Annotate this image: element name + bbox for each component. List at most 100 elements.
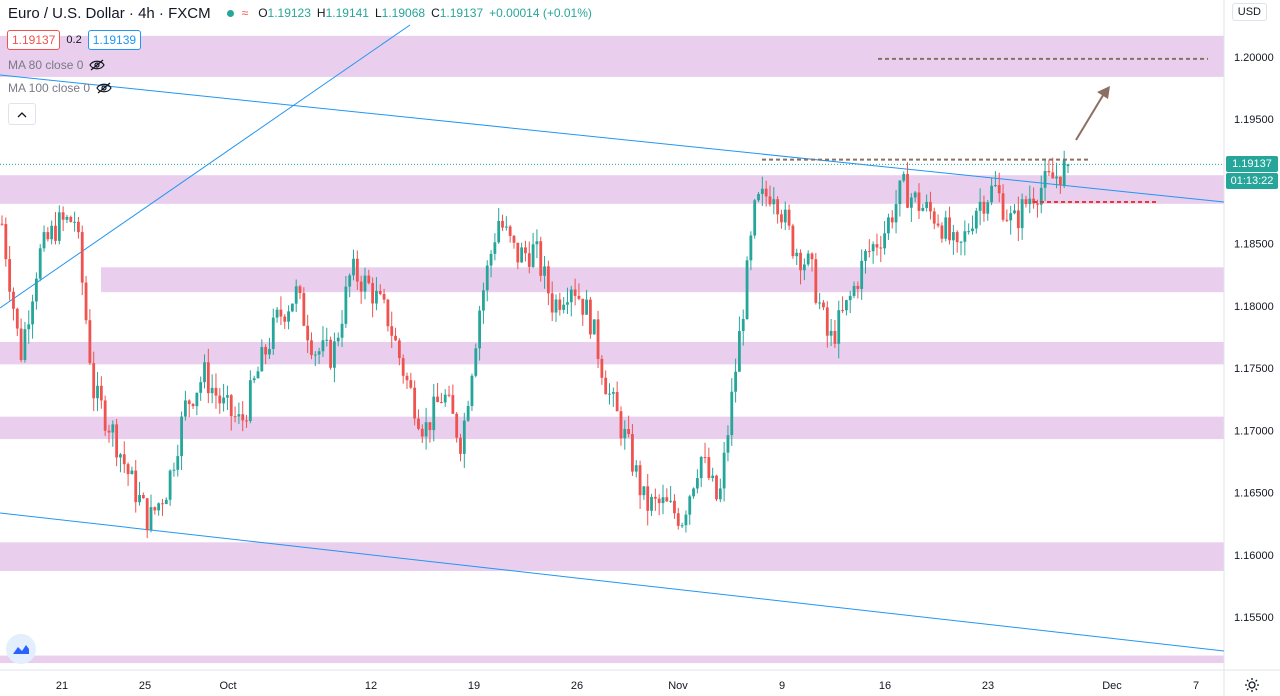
candle-body[interactable]: [290, 303, 294, 312]
candle-body[interactable]: [199, 382, 203, 393]
candle-body[interactable]: [856, 285, 860, 289]
candle-body[interactable]: [566, 302, 569, 305]
candle-body[interactable]: [929, 201, 932, 212]
candle-body[interactable]: [485, 265, 489, 291]
candle-body[interactable]: [336, 337, 340, 342]
candle-body[interactable]: [1024, 199, 1028, 205]
candle-body[interactable]: [982, 201, 986, 214]
candle-body[interactable]: [65, 216, 69, 220]
candle-body[interactable]: [92, 363, 96, 399]
candle-body[interactable]: [734, 371, 737, 392]
candle-body[interactable]: [245, 420, 248, 422]
candle-body[interactable]: [34, 278, 38, 302]
candle-body[interactable]: [432, 396, 436, 431]
candle-body[interactable]: [306, 325, 310, 341]
candle-body[interactable]: [187, 400, 191, 405]
candle-body[interactable]: [183, 400, 187, 417]
candle-body[interactable]: [141, 494, 145, 499]
candle-body[interactable]: [325, 339, 329, 341]
candle-body[interactable]: [46, 232, 50, 240]
candle-body[interactable]: [12, 291, 15, 309]
indicator-ma100[interactable]: MA 100 close 0: [8, 81, 112, 95]
candle-body[interactable]: [478, 310, 481, 349]
candle-body[interactable]: [589, 299, 592, 335]
candle-body[interactable]: [84, 282, 88, 321]
candle-body[interactable]: [600, 358, 604, 378]
candle-body[interactable]: [145, 498, 149, 531]
candle-body[interactable]: [764, 188, 768, 197]
candle-body[interactable]: [409, 380, 413, 388]
candle-body[interactable]: [569, 289, 573, 303]
candle-body[interactable]: [313, 354, 317, 356]
candle-body[interactable]: [54, 225, 57, 241]
candle-body[interactable]: [951, 232, 955, 241]
candle-body[interactable]: [470, 375, 474, 406]
candle-body[interactable]: [176, 456, 180, 470]
candle-body[interactable]: [111, 424, 115, 433]
candle-body[interactable]: [226, 395, 229, 398]
candle-body[interactable]: [864, 251, 867, 261]
candle-body[interactable]: [394, 335, 397, 341]
candle-body[interactable]: [573, 289, 577, 296]
candle-body[interactable]: [1020, 199, 1024, 229]
sell-button[interactable]: 1.19137: [7, 30, 61, 50]
candle-body[interactable]: [210, 387, 214, 394]
candle-body[interactable]: [382, 293, 386, 300]
candle-body[interactable]: [948, 217, 951, 241]
candle-body[interactable]: [1028, 198, 1032, 205]
candle-body[interactable]: [218, 395, 222, 404]
candle-body[interactable]: [508, 226, 512, 236]
candle-body[interactable]: [38, 248, 42, 279]
settings-gear-icon[interactable]: [1244, 677, 1260, 693]
candle-body[interactable]: [168, 470, 172, 500]
candle-body[interactable]: [738, 331, 741, 372]
candle-body[interactable]: [1062, 160, 1066, 186]
candle-body[interactable]: [455, 413, 459, 438]
candle-body[interactable]: [164, 499, 168, 505]
candle-body[interactable]: [264, 347, 268, 355]
currency-button[interactable]: USD: [1231, 3, 1267, 21]
candle-body[interactable]: [191, 404, 195, 407]
candle-body[interactable]: [77, 221, 80, 233]
candle-body[interactable]: [153, 507, 157, 511]
candle-body[interactable]: [1043, 170, 1047, 188]
candle-body[interactable]: [283, 316, 287, 322]
candle-body[interactable]: [107, 430, 111, 433]
candle-body[interactable]: [787, 209, 791, 226]
candle-body[interactable]: [531, 244, 535, 267]
candle-body[interactable]: [462, 420, 466, 454]
candle-body[interactable]: [352, 258, 355, 276]
candle-body[interactable]: [439, 402, 443, 404]
candle-body[interactable]: [825, 307, 829, 336]
candle-body[interactable]: [294, 286, 298, 304]
candle-body[interactable]: [195, 392, 199, 407]
candle-body[interactable]: [608, 393, 611, 395]
candle-body[interactable]: [333, 341, 336, 368]
candle-body[interactable]: [348, 275, 352, 287]
candle-body[interactable]: [558, 299, 562, 310]
candle-body[interactable]: [260, 347, 264, 372]
candle-body[interactable]: [650, 496, 653, 511]
candle-body[interactable]: [527, 253, 531, 267]
candle-body[interactable]: [103, 400, 107, 431]
candle-body[interactable]: [443, 394, 447, 403]
candle-body[interactable]: [974, 210, 978, 229]
candle-body[interactable]: [512, 235, 516, 243]
candle-body[interactable]: [405, 375, 409, 381]
candle-body[interactable]: [539, 241, 543, 276]
candle-body[interactable]: [390, 326, 394, 336]
candle-body[interactable]: [810, 253, 814, 260]
candle-body[interactable]: [23, 329, 27, 360]
candle-body[interactable]: [875, 244, 879, 248]
candle-body[interactable]: [883, 233, 887, 249]
hidden-eye-icon[interactable]: [96, 82, 112, 94]
candle-body[interactable]: [424, 422, 428, 437]
candle-body[interactable]: [363, 275, 367, 292]
candle-body[interactable]: [657, 498, 661, 504]
candle-body[interactable]: [248, 380, 252, 421]
candle-body[interactable]: [707, 457, 711, 479]
candle-body[interactable]: [157, 503, 161, 511]
candle-body[interactable]: [302, 293, 306, 326]
candle-body[interactable]: [268, 348, 271, 355]
candle-body[interactable]: [1039, 187, 1043, 205]
